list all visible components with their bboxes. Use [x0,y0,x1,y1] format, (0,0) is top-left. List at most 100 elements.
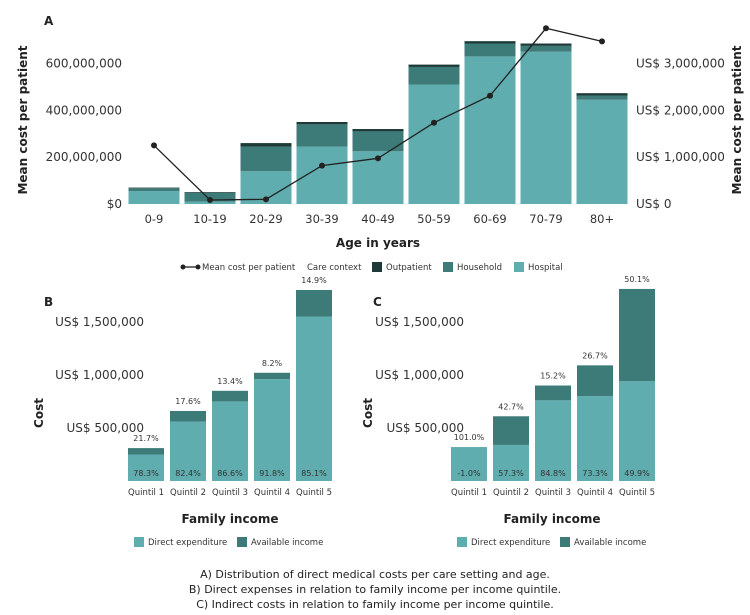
y-tick-label: 200,000,000 [46,150,122,164]
bar-direct-expenditure [493,444,529,481]
y-tick-label: $0 [107,197,122,211]
legend-label: Direct expenditure [148,538,227,548]
bar-percent-label: 42.7% [498,402,524,411]
bar-available-income [577,365,613,397]
x-tick-label: 20-29 [249,212,282,226]
bar-segment [408,84,460,204]
bar-direct-expenditure [254,379,290,481]
bar-percent-label: 21.7% [133,434,159,443]
panel-label-c: C [373,295,382,309]
x-tick-label: 10-19 [193,212,226,226]
bar-direct-expenditure [451,447,487,481]
bar-segment [296,146,348,204]
x-tick-label: Quintil 3 [535,488,571,498]
x-tick-label: Quintil 3 [212,488,248,498]
legend-label: Outpatient [386,263,432,273]
y-tick-label: 600,000,000 [46,56,122,70]
mean-cost-point [151,142,157,149]
bar-segment [296,122,348,125]
mean-cost-point [487,92,493,99]
bar-percent-label: 78.3% [133,469,159,478]
bar-available-income [493,416,529,445]
legend-swatch [560,537,570,547]
y2-tick-label: US$ 2,000,000 [636,103,725,117]
caption-c: C) Indirect costs in relation to family … [196,598,554,611]
mean-cost-point [599,38,605,45]
bar-percent-label: 13.4% [217,377,243,386]
y-axis-title: Mean cost per patient [16,45,30,194]
x-tick-label: Quintil 2 [170,488,206,498]
panel-label-b: B [44,295,53,309]
mean-cost-point [431,119,437,126]
x-tick-label: 60-69 [473,212,506,226]
y-tick-label: US$ 1,000,000 [55,368,144,382]
legend-label: Available income [251,538,323,548]
bar-percent-label: 101.0% [454,433,485,442]
bar-segment [408,66,460,85]
legend-line-marker [180,264,186,270]
bar-segment [576,93,628,96]
x-tick-label: Quintil 5 [296,488,332,498]
bar-segment [464,56,516,205]
mean-cost-point [375,155,381,162]
bar-percent-label: 50.1% [624,275,650,284]
mean-cost-point [543,25,549,32]
y2-tick-label: US$ 3,000,000 [636,56,725,70]
x-tick-label: 50-59 [417,212,450,226]
legend-label: Care context [307,263,362,273]
bar-percent-label: 15.2% [540,372,566,381]
x-tick-label: Quintil 4 [577,488,613,498]
mean-cost-point [319,162,325,169]
x-tick-label: 0-9 [145,212,164,226]
bar-percent-label: 8.2% [262,359,283,368]
bar-available-income [296,290,332,317]
bar-segment [352,129,404,132]
bar-available-income [170,410,206,422]
bar-direct-expenditure [212,401,248,481]
y-axis-title: Cost [32,398,46,428]
x-tick-label: Quintil 4 [254,488,290,498]
y-tick-label: US$ 1,500,000 [55,315,144,329]
x-tick-label: 40-49 [361,212,394,226]
y-tick-label: US$ 500,000 [67,421,144,435]
y-axis-title: Cost [361,398,375,428]
bar-available-income [128,448,164,455]
bar-direct-expenditure [296,316,332,481]
bar-segment [240,143,292,147]
bar-percent-label: 91.8% [259,469,285,478]
bar-direct-expenditure [170,421,206,481]
bar-segment [184,192,236,193]
legend-swatch [514,262,524,272]
x-tick-label: 80+ [590,212,614,226]
bar-percent-label: -1.0% [457,469,481,478]
y2-tick-label: US$ 0 [636,197,671,211]
legend-line-marker [195,264,201,270]
legend-swatch [134,537,144,547]
bar-percent-label: 85.1% [301,469,327,478]
bar-segment [520,51,572,204]
bar-available-income [212,390,248,402]
bar-segment [520,45,572,52]
y2-axis-title: Mean cost per patient [730,45,744,194]
figure-canvas: A $0 200,000,000 400,000,000 600,000,000 US$ … [16,14,744,548]
x-tick-label: Quintil 1 [128,488,164,498]
x-tick-label: 30-39 [305,212,338,226]
legend-label: Available income [574,538,646,548]
bar-segment [128,187,180,189]
bar-direct-expenditure [535,400,571,481]
bar-segment [352,131,404,152]
mean-cost-point [207,197,213,204]
bar-percent-label: 73.3% [582,469,608,478]
caption-a: A) Distribution of direct medical costs … [200,568,550,581]
bar-segment [128,188,180,192]
y-tick-label: 400,000,000 [46,103,122,117]
bar-percent-label: 57.3% [498,469,524,478]
bar-segment [240,146,292,172]
legend-swatch [443,262,453,272]
x-tick-label: Quintil 2 [493,488,529,498]
x-tick-label: Quintil 5 [619,488,655,498]
bar-direct-expenditure [619,381,655,481]
bar-direct-expenditure [577,396,613,481]
panel-label-a: A [44,14,54,28]
x-tick-label: Quintil 1 [451,488,487,498]
